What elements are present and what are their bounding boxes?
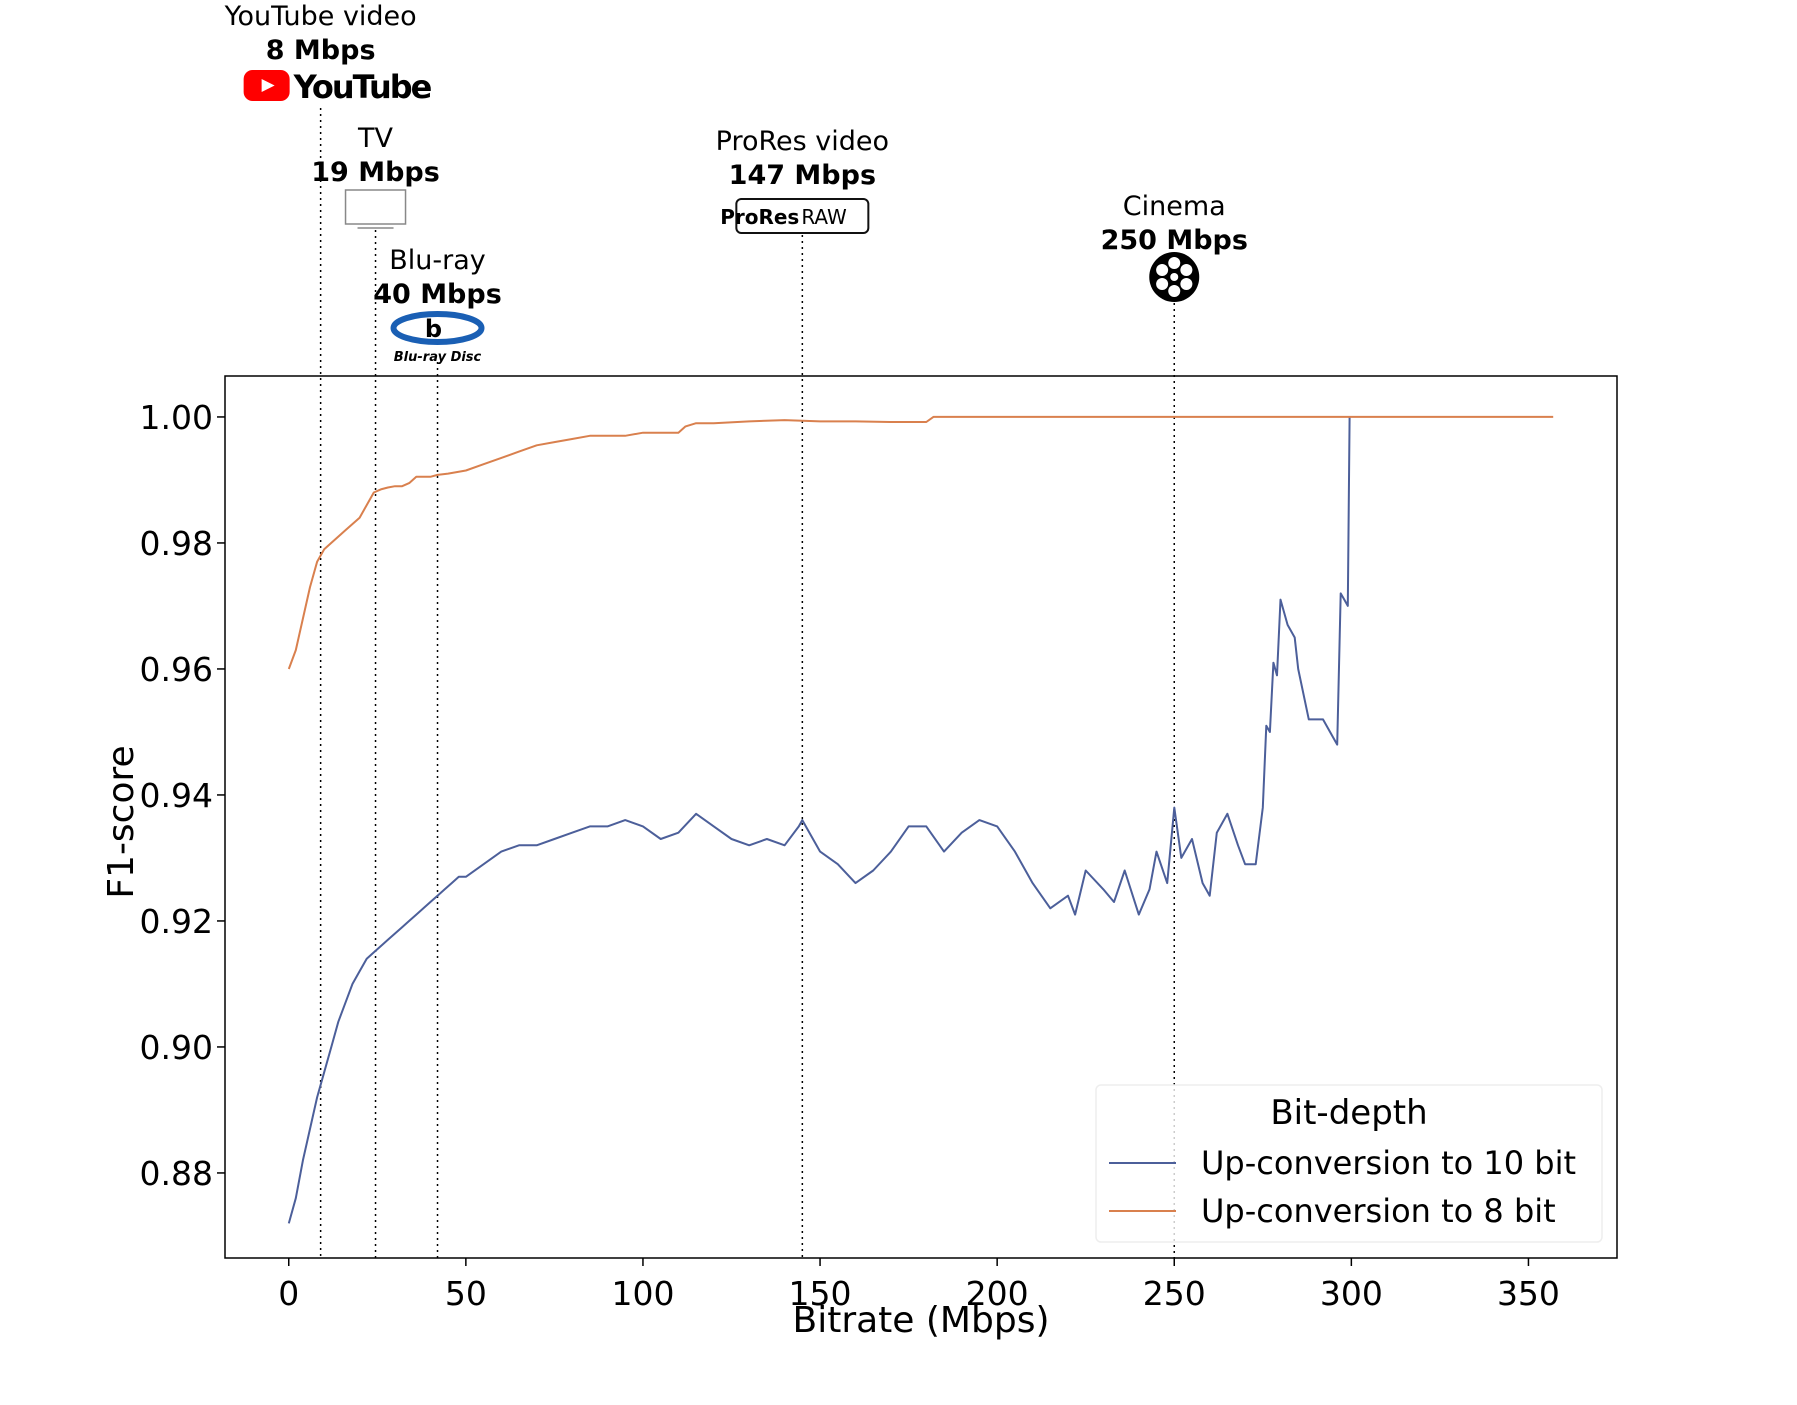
legend-frame [1095, 1084, 1603, 1243]
reel-hole [1168, 257, 1181, 269]
raw-wordmark: RAW [801, 205, 847, 229]
x-tick-label: 300 [1320, 1274, 1383, 1313]
y-tick-label: 0.90 [140, 1028, 213, 1067]
series-layer [287, 415, 1554, 1224]
tv-icon [344, 189, 407, 229]
reel-hub [1170, 273, 1179, 281]
prores-wordmark: ProRes [720, 205, 799, 229]
y-tick-label: 0.88 [140, 1154, 213, 1193]
prores-badge [735, 198, 870, 234]
annotation-title: Blu-ray [389, 245, 486, 276]
y-tick-label: 0.98 [140, 524, 213, 563]
y-tick-label: 0.96 [140, 650, 213, 689]
plot-frame [224, 375, 1618, 1259]
bluray-wordmark: Blu-ray Disc [394, 350, 482, 365]
annotation-title: Cinema [1123, 191, 1226, 222]
annotation-title: TV [357, 123, 393, 154]
x-tick-label: 0 [278, 1274, 299, 1313]
series-line-10bit [287, 416, 1351, 1224]
tv-screen [344, 189, 407, 225]
bluray-logo: b Blu-ray Disc [390, 311, 485, 365]
annotation-bitrate: 40 Mbps [373, 279, 502, 310]
y-tick-label: 0.92 [140, 902, 213, 941]
x-tick-label: 250 [1143, 1274, 1206, 1313]
reel-hole [1156, 264, 1169, 276]
reel-hole [1168, 285, 1181, 297]
annotation-bitrate: 19 Mbps [311, 157, 440, 188]
bluray-disc-swoosh [390, 311, 485, 345]
reel-hole [1180, 278, 1193, 290]
legend-label-10bit: Up-conversion to 10 bit [1201, 1144, 1576, 1182]
y-tick-label: 1.00 [140, 398, 213, 437]
reel-hole [1156, 278, 1169, 290]
legend-label-8bit: Up-conversion to 8 bit [1201, 1192, 1556, 1230]
reel-hole [1180, 264, 1193, 276]
y-axis: 0.88 0.90 0.92 0.94 0.96 0.98 1.00 [140, 398, 225, 1193]
x-tick-label: 50 [445, 1274, 487, 1313]
x-tick-label: 150 [789, 1274, 852, 1313]
prores-raw-logo: ProRes RAW [720, 198, 870, 234]
legend-title: Bit-depth [1270, 1093, 1427, 1133]
x-tick-label: 200 [966, 1274, 1029, 1313]
annotation-bitrate: 250 Mbps [1101, 225, 1248, 256]
bluray-b-glyph: b [425, 315, 442, 343]
x-axis-label: Bitrate (Mbps) [793, 1300, 1050, 1341]
reference-lines [319, 108, 1176, 1258]
play-icon [261, 79, 275, 92]
annotation-title: ProRes video [716, 126, 889, 157]
annotation-bitrate: 147 Mbps [729, 160, 876, 191]
series-line-8bit [287, 415, 1554, 670]
x-axis: 0 50 100 150 200 250 300 350 [278, 1258, 1560, 1313]
film-reel-icon [1149, 252, 1200, 302]
youtube-logo: YouTube [243, 68, 434, 106]
x-tick-label: 350 [1497, 1274, 1560, 1313]
annotation-bitrate: 8 Mbps [266, 35, 376, 66]
x-tick-label: 100 [611, 1274, 674, 1313]
y-axis-label: F1-score [101, 745, 142, 898]
annotation-title: YouTube video [224, 1, 417, 32]
youtube-wordmark: YouTube [293, 68, 432, 106]
legend: Bit-depth Up-conversion to 10 bit Up-con… [1095, 1084, 1603, 1243]
y-tick-label: 0.94 [140, 776, 213, 815]
